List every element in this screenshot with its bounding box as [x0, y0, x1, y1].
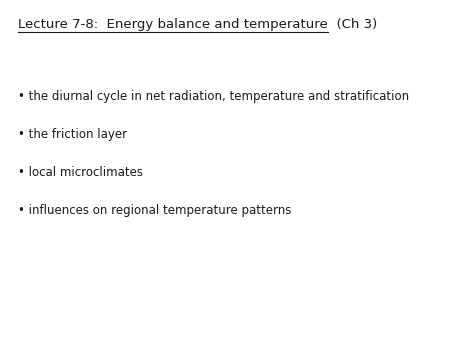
- Text: • the diurnal cycle in net radiation, temperature and stratification: • the diurnal cycle in net radiation, te…: [18, 90, 409, 103]
- Text: • the friction layer: • the friction layer: [18, 128, 127, 141]
- Text: • influences on regional temperature patterns: • influences on regional temperature pat…: [18, 204, 292, 217]
- Text: (Ch 3): (Ch 3): [328, 18, 377, 31]
- Text: Lecture 7-8:  Energy balance and temperature: Lecture 7-8: Energy balance and temperat…: [18, 18, 328, 31]
- Text: • local microclimates: • local microclimates: [18, 166, 143, 179]
